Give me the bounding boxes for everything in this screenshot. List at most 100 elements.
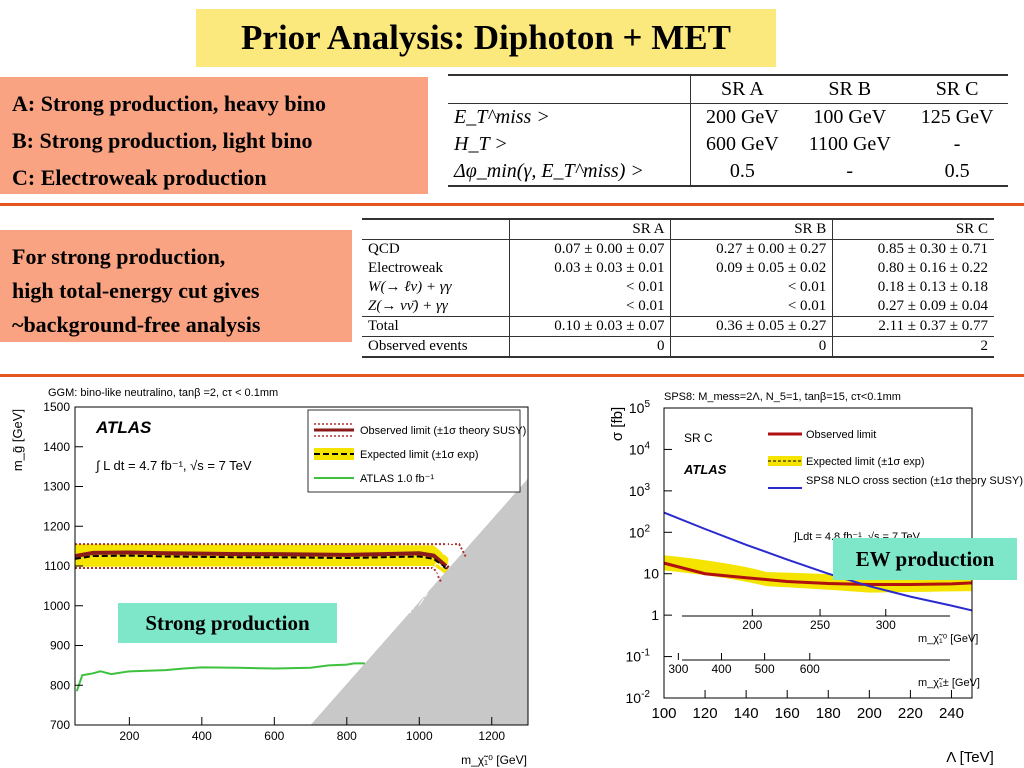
y-tick-label: 1100 <box>44 559 70 573</box>
cut-value: - <box>846 160 854 182</box>
note-line: ~background-free analysis <box>12 312 261 337</box>
y-tick-exponent: 3 <box>644 482 650 493</box>
bg-label: Observed events <box>368 338 468 354</box>
y-tick-label: 1 <box>651 607 659 623</box>
signal-region-box: A: Strong production, heavy bino B: Stro… <box>0 77 428 194</box>
x-tick-label: 140 <box>734 705 759 722</box>
secondary-axis-tick-label: 250 <box>810 618 830 632</box>
secondary-axis-tick-label: 500 <box>755 662 775 676</box>
cut-value: 0.5 <box>944 160 970 182</box>
y-axis-label: σ [fb] <box>609 407 626 441</box>
bg-label: QCD <box>368 241 400 257</box>
ew-production-tag: EW production <box>833 538 1017 580</box>
signal-region-b: B: Strong production, light bino <box>12 128 313 153</box>
y-tick-label: 1300 <box>43 480 70 494</box>
bg-header: SR A <box>508 219 671 240</box>
atlas-label: ATLAS <box>95 418 152 437</box>
signal-region-a: A: Strong production, heavy bino <box>12 91 326 116</box>
cut-value: - <box>953 133 961 155</box>
legend-label: SPS8 NLO cross section (±1σ theory SUSY) <box>806 475 1023 487</box>
bg-value: < 0.01 <box>670 278 833 297</box>
y-tick-label: 1500 <box>43 400 70 414</box>
bg-label: Z(→ νν̄) + γγ <box>368 298 448 314</box>
atlas-label: ATLAS <box>683 462 727 477</box>
bg-value: < 0.01 <box>508 278 671 297</box>
y-tick-exponent: -2 <box>641 689 650 700</box>
luminosity-label: ∫ L dt = 4.7 fb⁻¹, √s = 7 TeV <box>95 458 252 473</box>
chart-title: SPS8: M_mess=2Λ, N_5=1, tanβ=15, cτ<0.1m… <box>664 391 901 403</box>
y-tick-exponent: 4 <box>644 440 650 451</box>
legend: Observed limit (±1σ theory SUSY) Expecte… <box>307 409 526 493</box>
section-divider <box>0 374 1024 377</box>
x-tick-label: 400 <box>192 729 212 743</box>
cut-value: 0.5 <box>690 158 794 186</box>
bg-value: 0 <box>670 336 833 357</box>
bg-value: < 0.01 <box>670 297 833 317</box>
bg-value: 0.80 ± 0.16 ± 0.22 <box>832 259 994 278</box>
y-tick-label: 700 <box>50 718 70 732</box>
cut-value: 600 GeV <box>690 131 794 158</box>
bg-header-blank <box>362 219 509 240</box>
bg-value: 0.07 ± 0.00 ± 0.07 <box>508 239 671 259</box>
x-tick-label: 100 <box>651 705 676 722</box>
x-tick-label: 800 <box>337 729 357 743</box>
y-tick-exponent: -1 <box>641 648 650 659</box>
cut-table-header: SR C <box>935 78 979 100</box>
x-tick-label: 220 <box>898 705 923 722</box>
bg-value: 2.11 ± 0.37 ± 0.77 <box>832 316 994 337</box>
bg-value: 0.03 ± 0.03 ± 0.01 <box>508 259 671 278</box>
y-tick-label: 1200 <box>43 519 70 533</box>
y-tick-exponent: 2 <box>644 523 650 534</box>
legend-label: Expected limit (±1σ exp) <box>806 456 925 468</box>
bg-value: 0.10 ± 0.03 ± 0.07 <box>508 316 671 337</box>
legend-label: Observed limit (±1σ theory SUSY) <box>360 425 526 437</box>
secondary-axis-tick-label: 300 <box>668 662 688 676</box>
bg-value: < 0.01 <box>508 297 671 317</box>
legend-label: Expected limit (±1σ exp) <box>360 449 479 461</box>
secondary-axis-tick-label: 600 <box>800 662 820 676</box>
chart-title: GGM: bino-like neutralino, tanβ =2, cτ <… <box>48 387 278 399</box>
bg-header: SR B <box>670 219 833 240</box>
observed-theory-upper <box>75 543 468 559</box>
series-line <box>663 561 973 586</box>
cut-table: SR A SR B SR C E_T^miss > 200 GeV 100 Ge… <box>448 74 1008 187</box>
bg-value: 2 <box>832 336 994 357</box>
note-line: For strong production, <box>12 244 226 269</box>
secondary-axis-tick-label: 400 <box>711 662 731 676</box>
x-tick-label: 240 <box>939 705 964 722</box>
bg-label: Total <box>368 318 399 334</box>
cross-section-limit-chart: SPS8: M_mess=2Λ, N_5=1, tanβ=15, cτ<0.1m… <box>598 384 1024 768</box>
bg-value: 0 <box>508 336 671 357</box>
bg-header: SR C <box>832 219 994 240</box>
secondary-axis-tick-label: 300 <box>876 618 896 632</box>
y-tick-label: 1400 <box>43 440 70 454</box>
cut-label: Δφ_min(γ, E_T^miss) > <box>454 160 644 182</box>
cut-table-header: SR B <box>828 78 872 100</box>
secondary-axis-label: m_χ̃₁± [GeV] <box>918 677 980 689</box>
observed-theory-lower <box>75 566 442 583</box>
bg-label: Electroweak <box>368 260 443 276</box>
region-label: SR C <box>684 431 713 445</box>
x-tick-label: 200 <box>857 705 882 722</box>
signal-region-c: C: Electroweak production <box>12 165 267 190</box>
note-line: high total-energy cut gives <box>12 278 260 303</box>
secondary-axis-label: m_χ̃₁⁰ [GeV] <box>918 633 978 645</box>
legend: Observed limit Expected limit (±1σ exp) … <box>768 429 1023 489</box>
bg-value: 0.27 ± 0.00 ± 0.27 <box>670 239 833 259</box>
bg-value: 0.27 ± 0.09 ± 0.04 <box>832 297 994 317</box>
y-tick-label: 900 <box>50 639 70 653</box>
background-table: SR A SR B SR C QCD 0.07 ± 0.00 ± 0.07 0.… <box>362 218 994 358</box>
cut-value: 200 GeV <box>690 103 794 131</box>
x-tick-label: 600 <box>264 729 284 743</box>
legend-label: ATLAS 1.0 fb⁻¹ <box>360 473 434 485</box>
x-tick-label: 1000 <box>406 729 433 743</box>
section-divider <box>0 203 1024 206</box>
cut-value: 100 GeV <box>813 106 887 128</box>
x-tick-label: 120 <box>693 705 718 722</box>
x-tick-label: 160 <box>775 705 800 722</box>
x-tick-label: 1200 <box>478 729 505 743</box>
cut-value: 125 GeV <box>920 106 994 128</box>
cut-label: H_T > <box>454 133 508 155</box>
x-tick-label: 180 <box>816 705 841 722</box>
y-axis-label: m_g̃ [GeV] <box>10 409 25 471</box>
